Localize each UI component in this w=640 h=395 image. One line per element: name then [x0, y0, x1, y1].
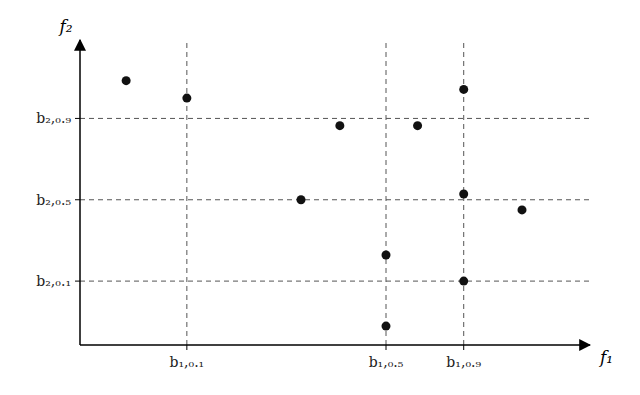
tick-labels: b₁,₀.₁ b₁,₀.₅ b₁,₀.₉ b₂,₀.₁ b₂,₀.₅ b₂,₀.₉	[36, 110, 481, 370]
point	[335, 121, 344, 130]
point	[382, 322, 391, 331]
chart: b₁,₀.₁ b₁,₀.₅ b₁,₀.₉ b₂,₀.₁ b₂,₀.₅ b₂,₀.₉ f₁ f₂	[0, 0, 640, 395]
x-axis	[80, 344, 590, 346]
y-tick	[75, 199, 80, 200]
x-tick	[186, 345, 187, 350]
x-tick-label: b₁,₀.₅	[369, 354, 404, 370]
y-tick	[75, 118, 80, 119]
point	[297, 195, 306, 204]
point	[518, 205, 527, 214]
page: {"chart_data": {"type": "scatter", "xlab…	[0, 0, 640, 395]
point	[182, 94, 191, 103]
point	[459, 189, 468, 198]
x-axis-label: f₁	[598, 347, 613, 367]
y-tick-label: b₂,₀.₅	[36, 192, 71, 208]
point	[122, 76, 131, 85]
y-tick-label: b₂,₀.₁	[36, 273, 71, 289]
y-tick	[75, 281, 80, 282]
grid-line-y	[80, 281, 590, 282]
grid-line-x	[186, 40, 187, 345]
x-tick-label: b₁,₀.₉	[446, 354, 481, 370]
point	[459, 277, 468, 286]
axes	[80, 40, 590, 345]
points	[122, 76, 527, 330]
x-tick	[386, 345, 387, 350]
point	[382, 250, 391, 259]
grid-line-y	[80, 118, 590, 119]
x-tick	[463, 345, 464, 350]
point	[459, 85, 468, 94]
y-axis-label: f₂	[57, 16, 72, 36]
x-tick-label: b₁,₀.₁	[170, 354, 205, 370]
y-axis	[79, 40, 81, 345]
y-tick-label: b₂,₀.₉	[36, 110, 71, 126]
point	[413, 121, 422, 130]
grid-line-x	[386, 40, 387, 345]
grid-line-y	[80, 199, 590, 200]
grid	[80, 40, 590, 345]
